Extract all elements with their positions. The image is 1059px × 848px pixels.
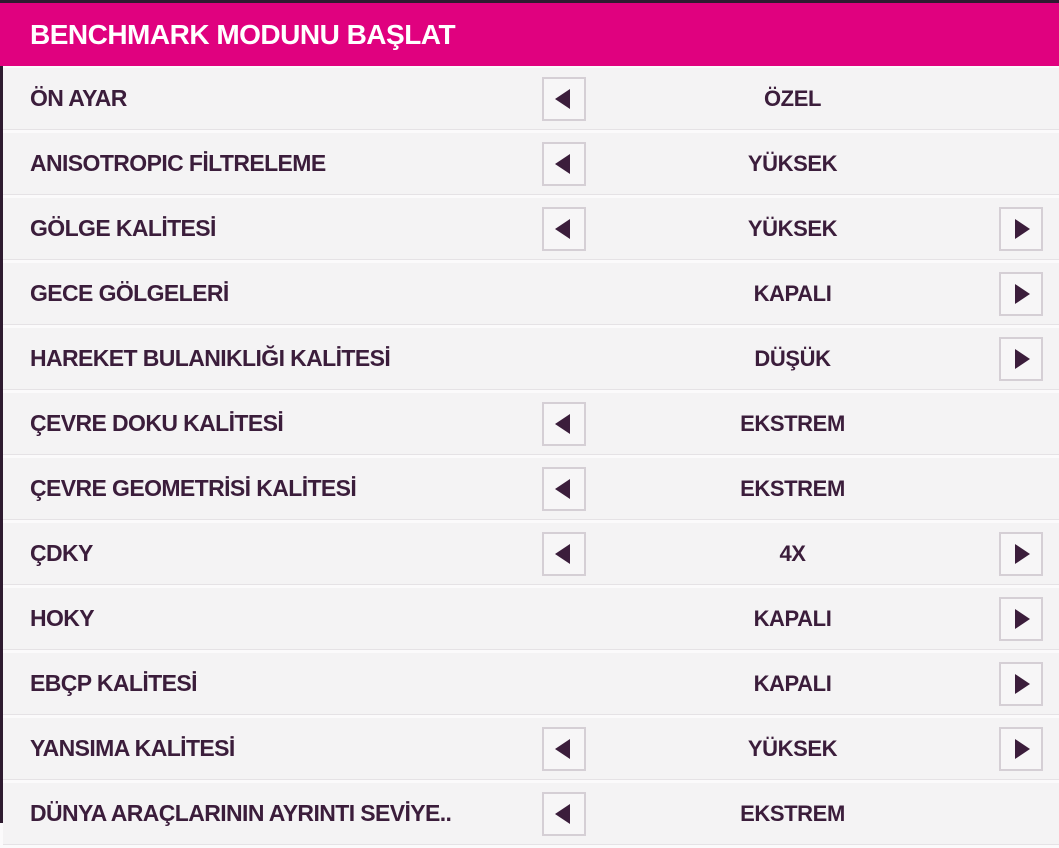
setting-label: ÇDKY xyxy=(30,540,93,566)
increase-arrow-slot xyxy=(999,661,1043,706)
increase-arrow-slot xyxy=(999,792,1043,836)
right-arrow-icon xyxy=(1015,738,1030,759)
setting-value: KAPALI xyxy=(753,605,832,631)
setting-value: KAPALI xyxy=(753,280,832,306)
increase-value-button[interactable] xyxy=(999,531,1043,576)
right-arrow-icon xyxy=(1015,673,1030,694)
settings-list: ÖN AYAR ÖZEL ANISOTROPIC FİLTRELEME YÜKS… xyxy=(3,68,1059,848)
increase-arrow-slot xyxy=(999,336,1043,381)
increase-arrow-slot xyxy=(999,596,1043,641)
setting-row: ÇEVRE DOKU KALİTESİ EKSTREM xyxy=(3,393,1059,455)
increase-arrow-slot xyxy=(999,142,1043,186)
increase-arrow-slot xyxy=(999,726,1043,771)
right-arrow-icon xyxy=(1015,218,1030,239)
decrease-value-button[interactable] xyxy=(542,726,586,771)
setting-label: GÖLGE KALİTESİ xyxy=(30,215,216,241)
setting-label: HAREKET BULANIKLIĞI KALİTESİ xyxy=(30,345,391,371)
left-arrow-icon xyxy=(555,478,570,499)
left-arrow-icon xyxy=(555,413,570,434)
decrease-arrow-slot xyxy=(542,531,586,576)
setting-row: ÖN AYAR ÖZEL xyxy=(3,68,1059,130)
increase-arrow-slot xyxy=(999,206,1043,251)
decrease-arrow-slot xyxy=(542,466,586,511)
decrease-arrow-slot xyxy=(542,141,586,186)
setting-row: ÇEVRE GEOMETRİSİ KALİTESİ EKSTREM xyxy=(3,458,1059,520)
top-edge-strip xyxy=(0,0,1059,3)
setting-value: EKSTREM xyxy=(740,800,845,826)
setting-value: YÜKSEK xyxy=(747,215,838,241)
decrease-value-button[interactable] xyxy=(542,791,586,836)
decrease-arrow-slot xyxy=(542,76,586,121)
setting-value: KAPALI xyxy=(753,670,832,696)
setting-label: GECE GÖLGELERİ xyxy=(30,280,229,306)
setting-row: GÖLGE KALİTESİ YÜKSEK xyxy=(3,198,1059,260)
setting-row: DÜNYA ARAÇLARININ AYRINTI SEVİYE.. EKSTR… xyxy=(3,783,1059,845)
setting-value: ÖZEL xyxy=(763,85,822,111)
setting-value: EKSTREM xyxy=(740,410,845,436)
increase-arrow-slot xyxy=(999,402,1043,446)
decrease-arrow-slot xyxy=(542,206,586,251)
setting-value: EKSTREM xyxy=(740,475,845,501)
increase-arrow-slot xyxy=(999,531,1043,576)
increase-value-button[interactable] xyxy=(999,271,1043,316)
right-arrow-icon xyxy=(1015,283,1030,304)
left-arrow-icon xyxy=(555,543,570,564)
setting-label: ÖN AYAR xyxy=(30,85,127,111)
start-benchmark-label: BENCHMARK MODUNU BAŞLAT xyxy=(30,18,456,50)
setting-label: ÇEVRE DOKU KALİTESİ xyxy=(30,410,284,436)
decrease-arrow-slot xyxy=(542,272,586,316)
decrease-value-button[interactable] xyxy=(542,141,586,186)
increase-value-button[interactable] xyxy=(999,336,1043,381)
setting-row: EBÇP KALİTESİ KAPALI xyxy=(3,653,1059,715)
increase-value-button[interactable] xyxy=(999,726,1043,771)
decrease-arrow-slot xyxy=(542,337,586,381)
decrease-value-button[interactable] xyxy=(542,76,586,121)
decrease-value-button[interactable] xyxy=(542,531,586,576)
setting-label: ÇEVRE GEOMETRİSİ KALİTESİ xyxy=(30,475,357,501)
setting-row: GECE GÖLGELERİ KAPALI xyxy=(3,263,1059,325)
decrease-value-button[interactable] xyxy=(542,401,586,446)
setting-label: HOKY xyxy=(30,605,95,631)
increase-arrow-slot xyxy=(999,77,1043,121)
increase-value-button[interactable] xyxy=(999,596,1043,641)
increase-arrow-slot xyxy=(999,271,1043,316)
increase-value-button[interactable] xyxy=(999,661,1043,706)
setting-value: YÜKSEK xyxy=(747,150,838,176)
setting-label: DÜNYA ARAÇLARININ AYRINTI SEVİYE.. xyxy=(30,800,452,826)
decrease-arrow-slot xyxy=(542,791,586,836)
setting-row: ANISOTROPIC FİLTRELEME YÜKSEK xyxy=(3,133,1059,195)
decrease-arrow-slot xyxy=(542,401,586,446)
left-arrow-icon xyxy=(555,803,570,824)
setting-row: HAREKET BULANIKLIĞI KALİTESİ DÜŞÜK xyxy=(3,328,1059,390)
setting-label: EBÇP KALİTESİ xyxy=(30,670,197,696)
setting-label: YANSIMA KALİTESİ xyxy=(30,735,235,761)
decrease-value-button[interactable] xyxy=(542,206,586,251)
setting-value: 4X xyxy=(779,540,806,566)
increase-arrow-slot xyxy=(999,467,1043,511)
right-arrow-icon xyxy=(1015,543,1030,564)
decrease-arrow-slot xyxy=(542,597,586,641)
left-edge-strip xyxy=(0,0,3,823)
increase-value-button[interactable] xyxy=(999,206,1043,251)
left-arrow-icon xyxy=(555,218,570,239)
setting-value: YÜKSEK xyxy=(747,735,838,761)
decrease-arrow-slot xyxy=(542,662,586,706)
decrease-arrow-slot xyxy=(542,726,586,771)
left-arrow-icon xyxy=(555,88,570,109)
left-arrow-icon xyxy=(555,153,570,174)
setting-label: ANISOTROPIC FİLTRELEME xyxy=(30,150,326,176)
decrease-value-button[interactable] xyxy=(542,466,586,511)
setting-row: YANSIMA KALİTESİ YÜKSEK xyxy=(3,718,1059,780)
setting-row: ÇDKY 4X xyxy=(3,523,1059,585)
setting-row: HOKY KAPALI xyxy=(3,588,1059,650)
right-arrow-icon xyxy=(1015,608,1030,629)
right-arrow-icon xyxy=(1015,348,1030,369)
start-benchmark-button[interactable]: BENCHMARK MODUNU BAŞLAT xyxy=(0,3,1059,66)
left-arrow-icon xyxy=(555,738,570,759)
setting-value: DÜŞÜK xyxy=(754,345,831,371)
